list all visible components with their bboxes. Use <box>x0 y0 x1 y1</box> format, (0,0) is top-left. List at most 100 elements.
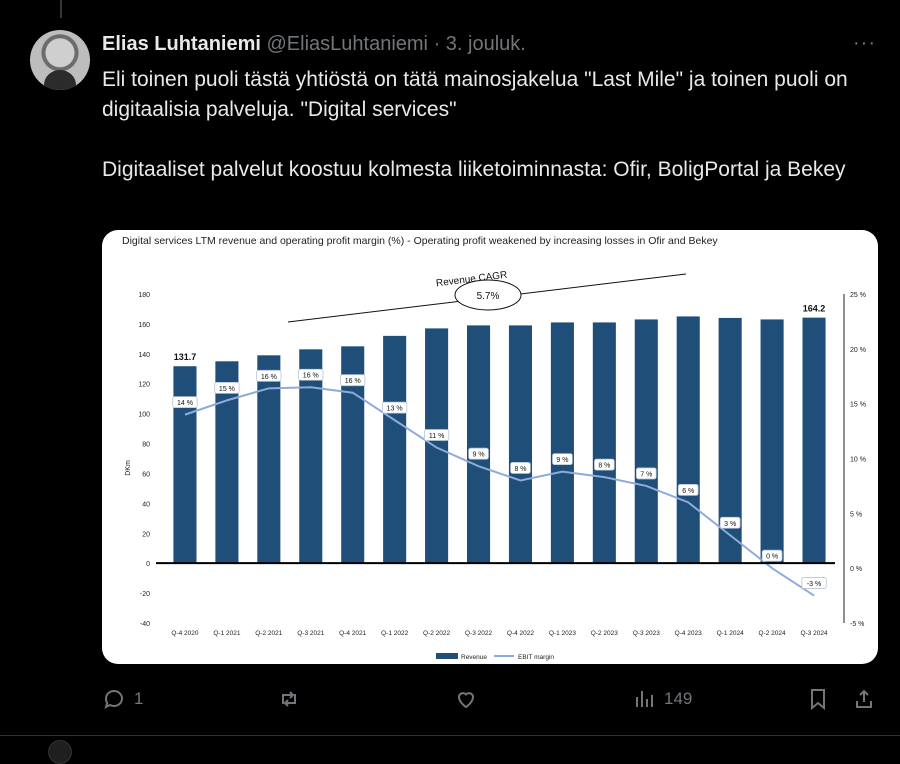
next-post-avatar[interactable] <box>48 740 72 764</box>
cagr-ellipse <box>454 279 522 311</box>
more-options-icon[interactable]: ··· <box>853 32 876 54</box>
line-label-box <box>298 368 324 381</box>
y2-tick-label: 10 % <box>850 457 866 464</box>
post-text-paragraph: Digitaaliset palvelut koostuu kolmesta l… <box>102 158 846 181</box>
line-label-box <box>719 516 741 529</box>
bookmark-icon <box>811 689 825 711</box>
line-label-box <box>382 401 408 414</box>
line-label-box <box>172 396 198 409</box>
heart-icon <box>457 692 475 709</box>
y2-tick-label: 25 % <box>850 292 866 299</box>
views-count: 149 <box>664 689 693 708</box>
revenue-bar <box>592 322 616 564</box>
y2-tick-label: -5 % <box>850 621 864 628</box>
x-tick-label: Q-1 2022 <box>381 630 408 637</box>
y-tick-label: -40 <box>140 621 150 628</box>
line-label-box <box>256 369 282 382</box>
revenue-bar <box>802 317 826 564</box>
separator-dot: · <box>433 33 441 55</box>
revenue-bar <box>466 325 491 564</box>
line-data-label: 6 % <box>682 488 694 495</box>
revenue-bar <box>341 346 365 564</box>
ebit-margin-line <box>184 386 815 597</box>
line-label-box <box>214 381 240 394</box>
y-tick-label: 100 <box>138 412 150 419</box>
repost-button[interactable] <box>277 684 301 714</box>
x-tick-label: Q-3 2024 <box>800 630 827 637</box>
line-data-label: 16 % <box>345 378 361 385</box>
like-button[interactable] <box>454 684 478 714</box>
revenue-bar <box>718 317 742 564</box>
legend-swatch-revenue <box>436 653 458 659</box>
y-tick-label: 80 <box>142 442 150 449</box>
revenue-bar <box>425 328 449 564</box>
line-data-label: 0 % <box>766 554 778 561</box>
post-text: Eli toinen puoli tästä yhtiöstä on tätä … <box>102 65 877 185</box>
x-tick-label: Q-2 2022 <box>423 630 450 637</box>
revenue-bar <box>676 316 700 564</box>
bookmark-button[interactable] <box>806 684 830 714</box>
thread-line <box>60 0 62 18</box>
x-tick-label: Q-2 2023 <box>591 630 618 637</box>
post-header: Elias Luhtaniemi @EliasLuhtaniemi · 3. j… <box>102 33 526 56</box>
chart-image[interactable]: Digital services LTM revenue and operati… <box>102 230 878 664</box>
x-tick-label: Q-1 2024 <box>717 630 744 637</box>
reply-button[interactable]: 1 <box>102 684 143 714</box>
line-label-box <box>761 549 783 562</box>
line-label-box <box>340 374 366 387</box>
y-tick-label: -20 <box>140 591 150 598</box>
author-name[interactable]: Elias Luhtaniemi <box>102 33 261 55</box>
y-tick-label: 180 <box>138 292 150 299</box>
action-bar: 1 149 <box>102 684 877 716</box>
x-tick-label: Q-1 2023 <box>549 630 576 637</box>
x-tick-label: Q-3 2023 <box>633 630 660 637</box>
legend-label-revenue: Revenue <box>461 654 487 661</box>
line-label-box <box>677 483 699 496</box>
bar-data-label: 164.2 <box>803 304 826 314</box>
x-tick-label: Q-3 2021 <box>297 630 324 637</box>
line-data-label: 16 % <box>261 374 277 381</box>
y-tick-label: 40 <box>142 501 150 508</box>
share-button[interactable] <box>852 684 876 714</box>
x-tick-label: Q-4 2021 <box>339 630 366 637</box>
y-tick-label: 0 <box>146 561 150 568</box>
repost-icon <box>282 691 296 707</box>
line-data-label: 9 % <box>556 457 568 464</box>
revenue-bar <box>215 361 239 564</box>
line-data-label: 11 % <box>429 433 444 440</box>
y-tick-label: 160 <box>138 322 150 329</box>
post-text-paragraph: Eli toinen puoli tästä yhtiöstä on tätä … <box>102 68 848 121</box>
x-tick-label: Q-3 2022 <box>465 630 492 637</box>
y-tick-label: 60 <box>142 471 150 478</box>
line-data-label: 9 % <box>473 452 485 459</box>
y2-tick-label: 20 % <box>850 347 866 354</box>
revenue-bar <box>550 322 574 564</box>
chart-ylabel: DKm <box>125 460 132 476</box>
x-tick-label: Q-2 2024 <box>759 630 786 637</box>
line-label-box <box>594 458 615 471</box>
divider <box>0 735 900 736</box>
line-data-label: 3 % <box>724 521 736 528</box>
revenue-bar <box>760 319 784 564</box>
reply-count: 1 <box>134 689 144 708</box>
share-icon <box>856 689 872 708</box>
views-button[interactable]: 149 <box>632 684 692 714</box>
line-label-box <box>552 453 573 466</box>
y-tick-label: 20 <box>142 531 150 538</box>
legend-label-ebit: EBIT margin <box>518 654 554 661</box>
author-handle[interactable]: @EliasLuhtaniemi <box>266 33 429 55</box>
line-data-label: 8 % <box>598 463 610 470</box>
revenue-bar <box>508 325 533 564</box>
bar-data-label: 131.7 <box>174 352 197 362</box>
line-data-label: -3 % <box>807 581 821 588</box>
x-tick-label: Q-4 2022 <box>507 630 534 637</box>
chart-title: Digital services LTM revenue and operati… <box>122 235 718 247</box>
x-tick-label: Q-4 2020 <box>171 630 198 637</box>
line-label-box <box>423 429 450 441</box>
avatar[interactable] <box>30 30 90 90</box>
cagr-value: 5.7% <box>477 291 500 302</box>
reply-icon <box>104 690 123 709</box>
y-tick-label: 120 <box>138 382 150 389</box>
post-time[interactable]: 3. jouluk. <box>445 33 526 55</box>
y2-tick-label: 0 % <box>850 566 862 573</box>
